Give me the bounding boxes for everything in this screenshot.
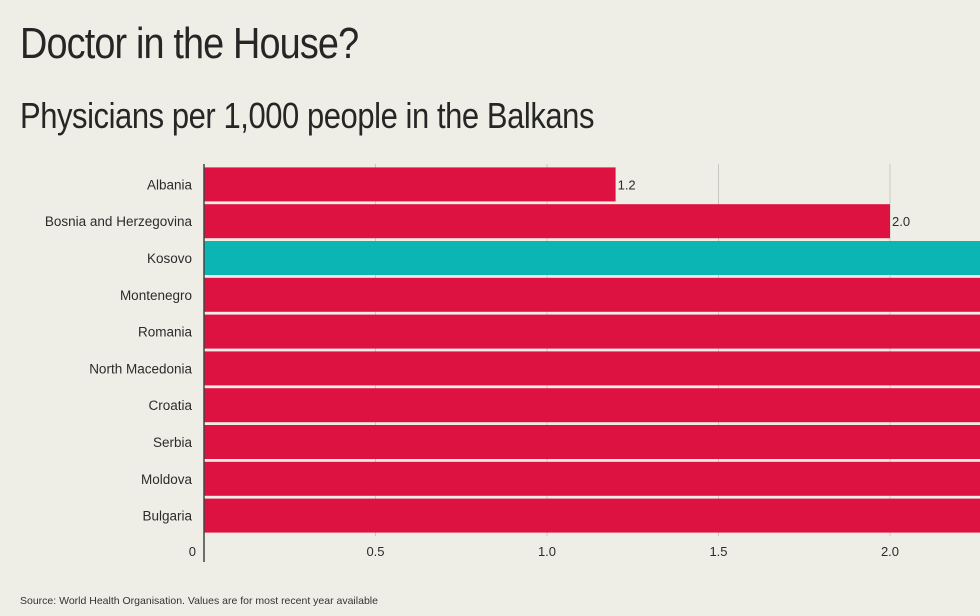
category-label: Kosovo xyxy=(147,251,192,266)
x-tick-label: 1.5 xyxy=(709,544,727,559)
category-label: Moldova xyxy=(141,472,193,487)
category-label: Albania xyxy=(147,177,193,192)
bar-north-macedonia xyxy=(204,351,980,386)
category-label: Bosnia and Herzegovina xyxy=(45,214,193,229)
bar-serbia xyxy=(204,425,980,459)
labels: 00.51.01.52.02.53.03.54.04.51.2Albania2.… xyxy=(45,177,910,559)
chart-title: Doctor in the House? xyxy=(20,19,359,68)
category-label: Bulgaria xyxy=(142,509,192,524)
bar-value-label: 1.2 xyxy=(618,177,636,192)
category-label: North Macedonia xyxy=(89,361,192,376)
bar-romania xyxy=(204,314,980,349)
x-tick-label: 1.0 xyxy=(538,544,556,559)
bar-kosovo xyxy=(204,241,980,275)
x-tick-label: 0 xyxy=(189,544,196,559)
bar-value-label: 2.0 xyxy=(892,214,910,229)
category-label: Romania xyxy=(138,325,193,340)
category-label: Serbia xyxy=(153,435,193,450)
bar-moldova xyxy=(204,461,980,496)
source-note: Source: World Health Organisation. Value… xyxy=(20,595,378,607)
chart-subtitle: Physicians per 1,000 people in the Balka… xyxy=(20,95,595,136)
bar-bosnia-and-herzegovina xyxy=(204,204,890,239)
bar-montenegro xyxy=(204,277,980,312)
bars xyxy=(204,167,980,533)
category-label: Croatia xyxy=(148,398,192,413)
bar-croatia xyxy=(204,388,980,423)
bar-bulgaria xyxy=(204,498,980,533)
x-tick-label: 0.5 xyxy=(366,544,384,559)
x-tick-label: 2.0 xyxy=(881,544,899,559)
category-label: Montenegro xyxy=(120,288,192,303)
bar-albania xyxy=(204,167,616,202)
